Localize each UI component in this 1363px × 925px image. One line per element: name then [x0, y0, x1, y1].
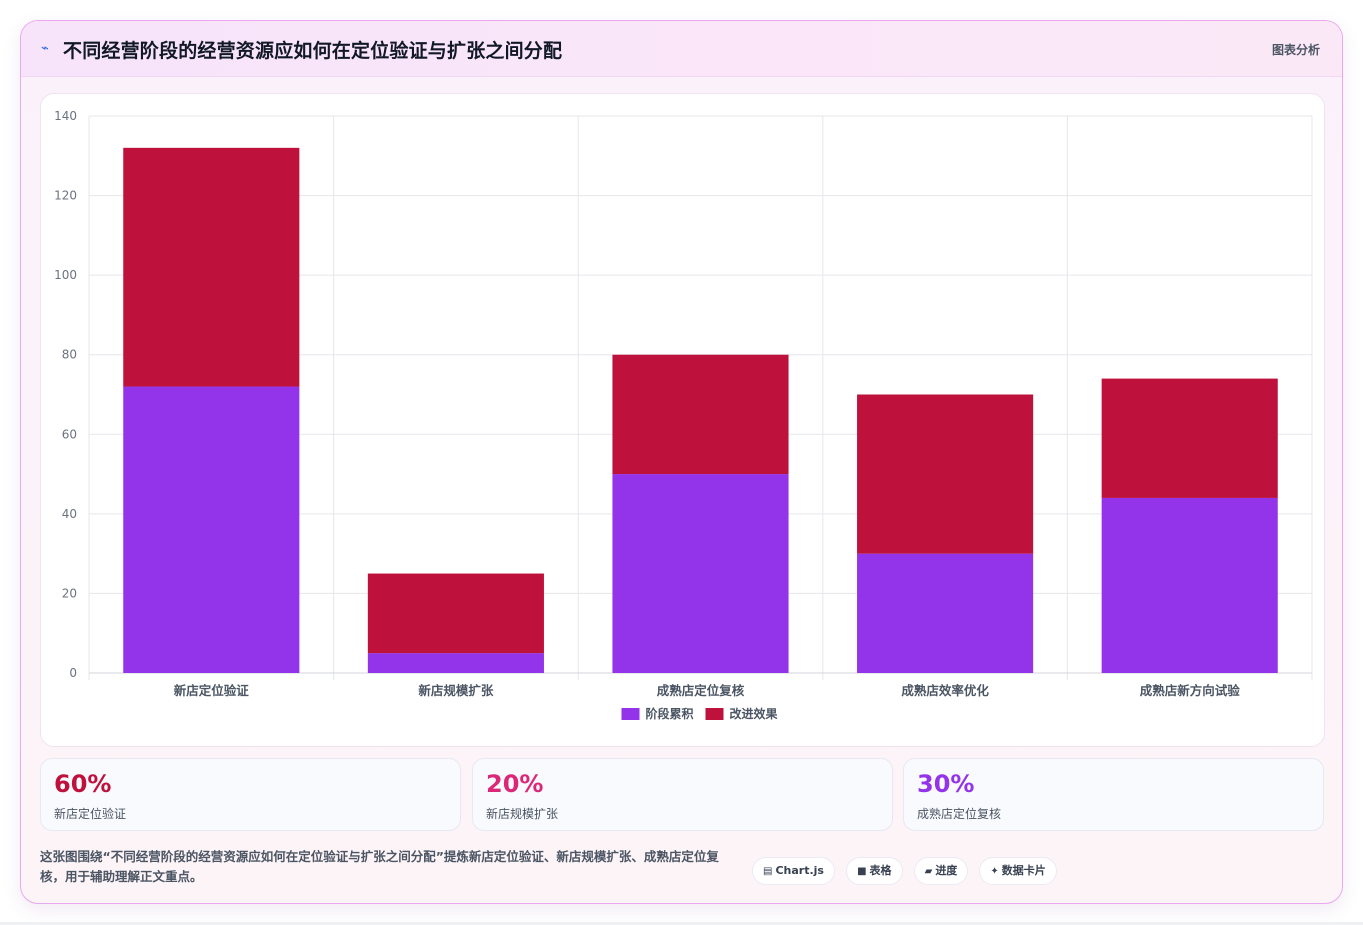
y-tick-label: 100 — [54, 268, 77, 282]
stat-card-1: 60% 新店定位验证 — [40, 758, 461, 831]
sparkline-icon: ⌁ — [41, 41, 49, 56]
bar-segment — [612, 354, 789, 475]
y-tick-label: 0 — [69, 666, 77, 680]
bar-segment — [1101, 497, 1278, 673]
progress-icon: ▰ — [924, 866, 933, 877]
card-header: ⌁ 不同经营阶段的经营资源应如何在定位验证与扩张之间分配 图表分析 — [21, 21, 1342, 77]
page-bottom-divider — [0, 922, 1363, 925]
y-tick-label: 20 — [62, 586, 77, 600]
y-tick-label: 80 — [62, 348, 77, 362]
pill-progress[interactable]: ▰ 进度 — [913, 857, 969, 885]
legend-label: 阶段累积 — [646, 706, 694, 721]
chart-icon: ▤ — [763, 866, 773, 877]
chart-description: 这张图围绕“不同经营阶段的经营资源应如何在定位验证与扩张之间分配”提炼新店定位验… — [40, 849, 719, 884]
bar-segment — [367, 573, 544, 654]
stat-card-3: 30% 成熟店定位复核 — [903, 758, 1324, 831]
stacked-bar-chart: 0 20 40 60 80 100 120 140 新店定位验证 新店规模扩张 成熟店定位复核 成熟店… — [54, 109, 1313, 721]
chart-panel: 0 20 40 60 80 100 120 140 新店定位验证 新店规模扩张 成熟店定位复核 成熟店… — [40, 93, 1325, 747]
y-tick-label: 140 — [54, 109, 77, 123]
y-tick-label: 40 — [62, 507, 77, 521]
stat-label: 成熟店定位复核 — [917, 807, 1002, 821]
legend-swatch — [621, 708, 640, 720]
page-title: 不同经营阶段的经营资源应如何在定位验证与扩张之间分配 — [63, 40, 563, 62]
x-tick-label: 成熟店定位复核 — [657, 683, 745, 698]
stat-value: 60% — [54, 770, 112, 798]
bar-segment — [367, 653, 544, 673]
chart-analysis-tag: 图表分析 — [1271, 43, 1320, 57]
pill-table[interactable]: ■ 表格 — [846, 857, 903, 885]
bar-segment — [1101, 378, 1278, 498]
x-tick-label: 新店规模扩张 — [418, 683, 494, 698]
stat-label: 新店定位验证 — [54, 807, 127, 821]
stat-value: 30% — [917, 770, 975, 798]
stat-value: 20% — [486, 770, 544, 798]
table-icon: ■ — [857, 866, 867, 877]
x-tick-label: 成熟店新方向试验 — [1140, 683, 1241, 698]
feature-pills: ▤ Chart.js ■ 表格 ▰ 进度 ✦ 数据卡片 — [752, 857, 1063, 885]
legend-swatch — [705, 708, 724, 720]
x-tick-label: 新店定位验证 — [174, 683, 250, 698]
y-tick-label: 60 — [62, 427, 77, 441]
pill-data-card[interactable]: ✦ 数据卡片 — [979, 857, 1057, 885]
x-tick-label: 成熟店效率优化 — [901, 683, 989, 698]
y-tick-label: 120 — [54, 189, 77, 203]
sparkle-icon: ✦ — [990, 866, 999, 877]
chart-card: ⌁ 不同经营阶段的经营资源应如何在定位验证与扩张之间分配 图表分析 0 20 40 6… — [20, 20, 1343, 904]
stat-card-2: 20% 新店规模扩张 — [472, 758, 893, 831]
pill-chartjs[interactable]: ▤ Chart.js — [752, 857, 835, 885]
bar-segment — [857, 553, 1034, 673]
bar-segment — [123, 147, 300, 387]
bar-segment — [612, 474, 789, 673]
stat-label: 新店规模扩张 — [486, 807, 559, 821]
bar-segment — [123, 386, 300, 673]
bar-segment — [857, 394, 1034, 554]
legend-label: 改进效果 — [730, 706, 778, 721]
